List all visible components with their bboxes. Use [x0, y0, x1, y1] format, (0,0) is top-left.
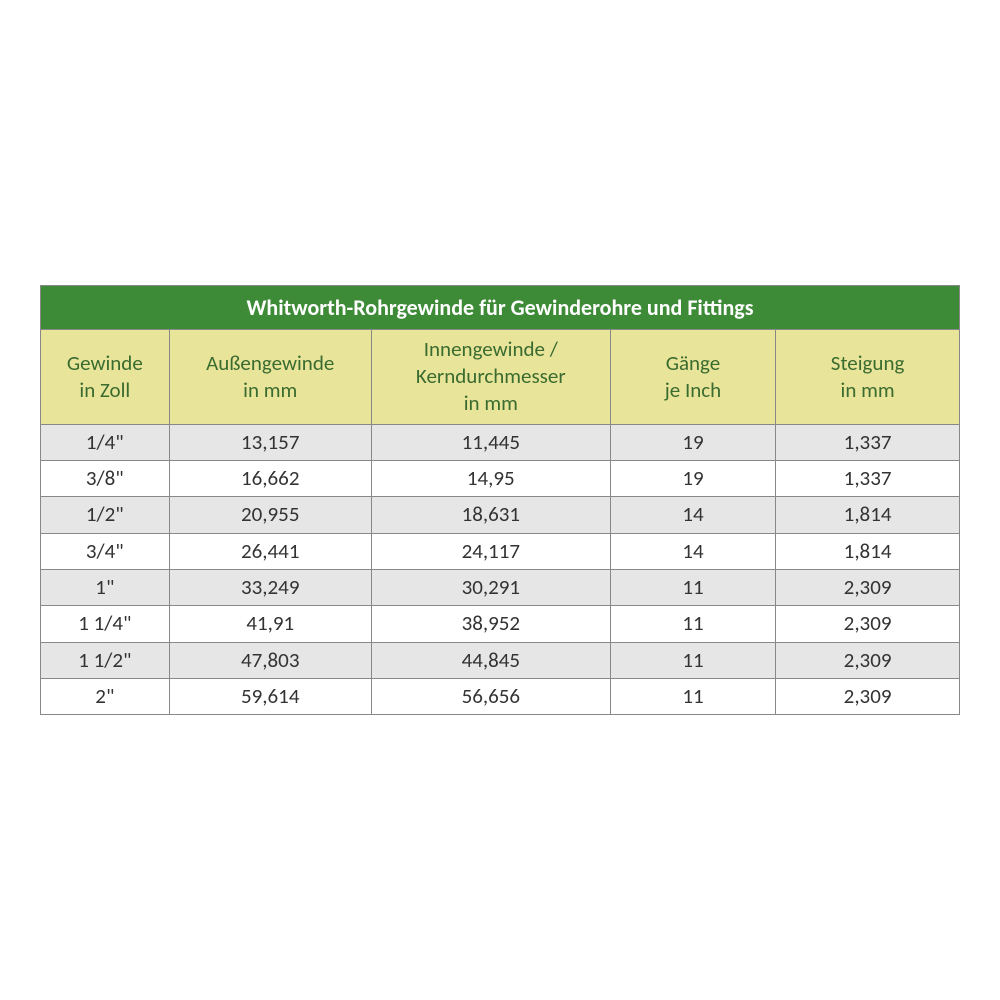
whitworth-thread-table: Whitworth-Rohrgewinde für Gewinderohre u… [40, 285, 960, 715]
column-header-internal-thread: Innengewinde / Kerndurchmesser in mm [371, 329, 610, 424]
table-cell: 59,614 [169, 678, 371, 714]
table-cell: 16,662 [169, 461, 371, 497]
table-cell: 3/8" [41, 461, 170, 497]
table-cell: 19 [610, 461, 775, 497]
table-cell: 14,95 [371, 461, 610, 497]
table-cell: 56,656 [371, 678, 610, 714]
column-header-threads-per-inch: Gänge je Inch [610, 329, 775, 424]
table-cell: 11 [610, 569, 775, 605]
table-cell: 1" [41, 569, 170, 605]
table-cell: 47,803 [169, 642, 371, 678]
table-row: 2" 59,614 56,656 11 2,309 [41, 678, 960, 714]
table-row: 3/8" 16,662 14,95 19 1,337 [41, 461, 960, 497]
table-cell: 2,309 [776, 606, 960, 642]
table-cell: 1 1/4" [41, 606, 170, 642]
table-row: 1" 33,249 30,291 11 2,309 [41, 569, 960, 605]
table-cell: 1,337 [776, 424, 960, 460]
column-header-pitch: Steigung in mm [776, 329, 960, 424]
table-cell: 11 [610, 678, 775, 714]
column-header-thread-inch: Gewinde in Zoll [41, 329, 170, 424]
table-cell: 38,952 [371, 606, 610, 642]
table-cell: 2,309 [776, 678, 960, 714]
table-cell: 2,309 [776, 642, 960, 678]
table-cell: 14 [610, 533, 775, 569]
table-cell: 1 1/2" [41, 642, 170, 678]
table-body: 1/4" 13,157 11,445 19 1,337 3/8" 16,662 … [41, 424, 960, 714]
table-cell: 1,337 [776, 461, 960, 497]
table-cell: 2" [41, 678, 170, 714]
table-row: 1/2" 20,955 18,631 14 1,814 [41, 497, 960, 533]
table-cell: 11,445 [371, 424, 610, 460]
table-cell: 3/4" [41, 533, 170, 569]
thread-table-container: Whitworth-Rohrgewinde für Gewinderohre u… [40, 285, 960, 715]
table-cell: 11 [610, 606, 775, 642]
table-title-row: Whitworth-Rohrgewinde für Gewinderohre u… [41, 285, 960, 329]
table-cell: 44,845 [371, 642, 610, 678]
table-cell: 2,309 [776, 569, 960, 605]
table-cell: 1,814 [776, 497, 960, 533]
table-cell: 13,157 [169, 424, 371, 460]
table-cell: 41,91 [169, 606, 371, 642]
table-cell: 30,291 [371, 569, 610, 605]
table-title: Whitworth-Rohrgewinde für Gewinderohre u… [41, 285, 960, 329]
table-row: 1/4" 13,157 11,445 19 1,337 [41, 424, 960, 460]
table-cell: 33,249 [169, 569, 371, 605]
table-cell: 20,955 [169, 497, 371, 533]
table-row: 3/4" 26,441 24,117 14 1,814 [41, 533, 960, 569]
table-cell: 19 [610, 424, 775, 460]
table-cell: 18,631 [371, 497, 610, 533]
table-row: 1 1/2" 47,803 44,845 11 2,309 [41, 642, 960, 678]
table-cell: 1,814 [776, 533, 960, 569]
table-cell: 1/2" [41, 497, 170, 533]
column-header-external-thread: Außengewinde in mm [169, 329, 371, 424]
table-cell: 14 [610, 497, 775, 533]
table-header-row: Gewinde in Zoll Außengewinde in mm Innen… [41, 329, 960, 424]
table-cell: 26,441 [169, 533, 371, 569]
table-row: 1 1/4" 41,91 38,952 11 2,309 [41, 606, 960, 642]
table-cell: 1/4" [41, 424, 170, 460]
table-cell: 11 [610, 642, 775, 678]
table-cell: 24,117 [371, 533, 610, 569]
